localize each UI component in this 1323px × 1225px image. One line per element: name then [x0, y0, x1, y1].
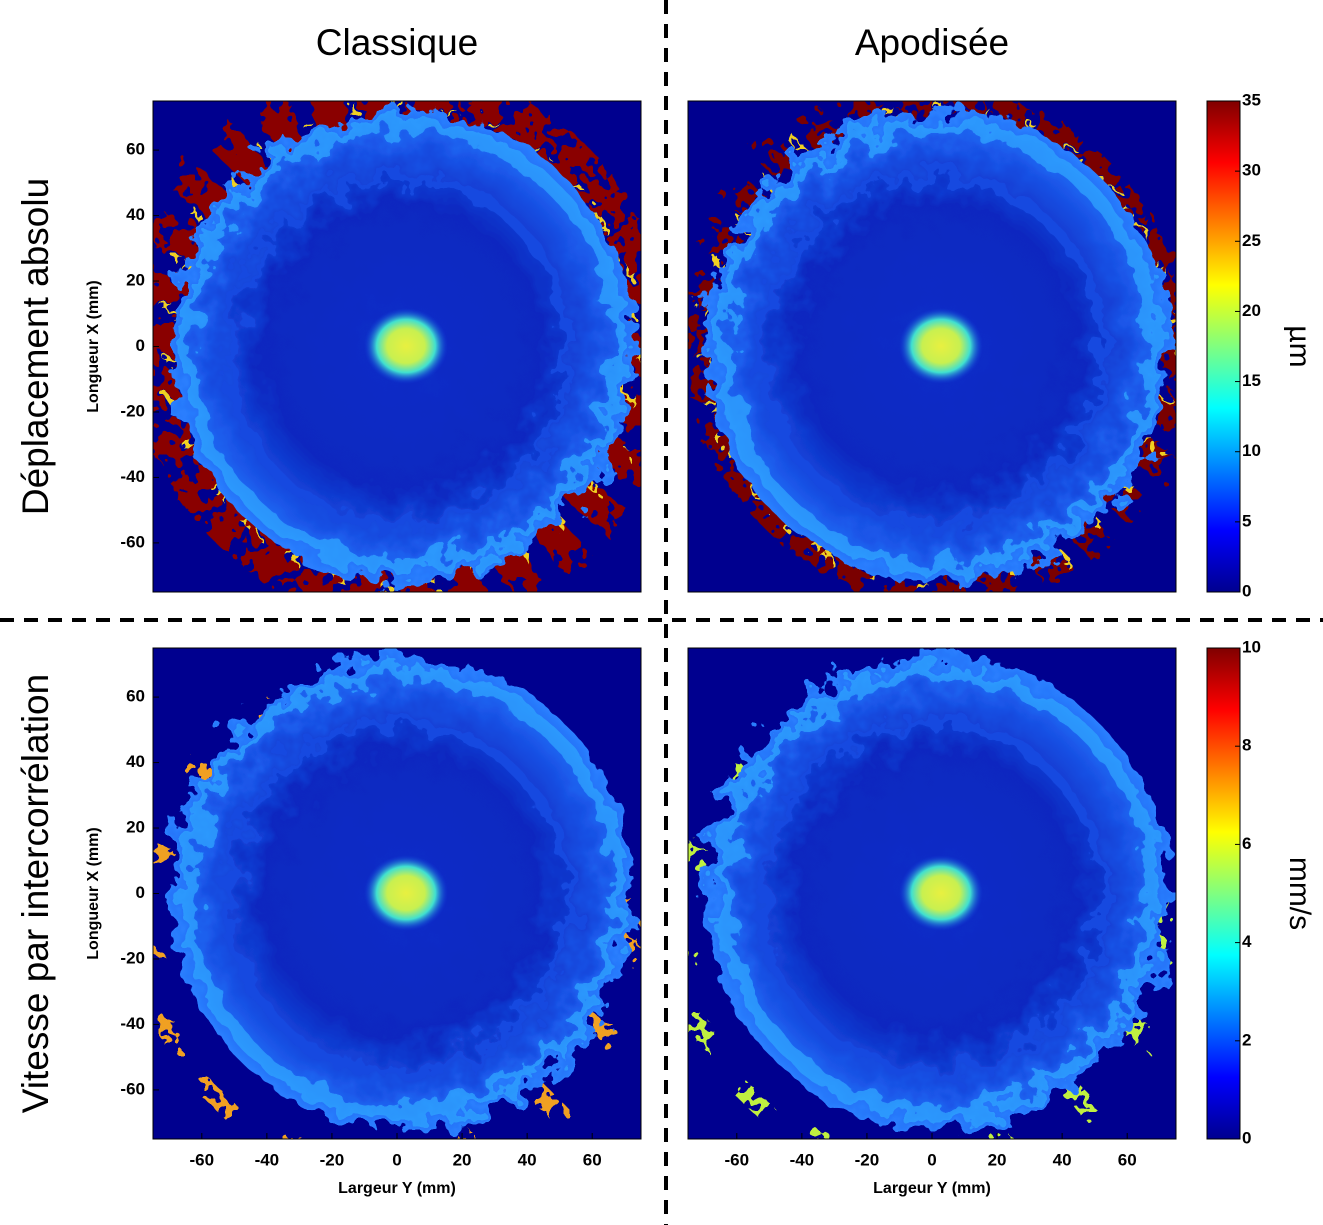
x-axis-label: Largeur Y (mm) [873, 1180, 991, 1197]
heatmap-inner-ring [223, 171, 573, 531]
y-tick-label: -40 [120, 1014, 145, 1033]
y-tick-label: 60 [126, 140, 145, 159]
plot-frame [687, 100, 1177, 593]
x-tick-label: -20 [320, 1150, 345, 1169]
column-title: Apodisée [855, 22, 1009, 63]
heatmap-inner-ring [758, 718, 1108, 1078]
colorbar [1206, 647, 1241, 1140]
heatmap-image [688, 648, 1176, 1139]
heatmap-ring [716, 119, 1160, 573]
y-tick-label: -40 [120, 467, 145, 486]
colorbar-label: µm [1283, 325, 1316, 367]
colorbar-tick-label: 6 [1242, 834, 1251, 853]
colorbar-tick-label: 15 [1242, 371, 1261, 390]
colorbar-tick-label: 8 [1242, 736, 1251, 755]
y-tick-label: -60 [120, 532, 145, 551]
colorbar-tick-label: 0 [1242, 581, 1251, 600]
colorbar-tick-label: 0 [1242, 1128, 1251, 1147]
heatmap-hot-rim [153, 101, 641, 592]
colorbar-tick-label: 10 [1242, 441, 1261, 460]
x-tick-label: 0 [927, 1150, 936, 1169]
x-tick-label: 0 [392, 1150, 401, 1169]
colorbar-tick-label: 2 [1242, 1030, 1251, 1049]
y-tick-label: -20 [120, 948, 145, 967]
heatmap-image [153, 101, 641, 592]
y-tick-label: 0 [136, 336, 145, 355]
heatmap-inner-ring [223, 718, 573, 1078]
heatmap-ring [716, 666, 1160, 1120]
heatmap-center-spot [899, 308, 983, 384]
y-tick-label: 40 [126, 205, 145, 224]
x-tick-label: -20 [855, 1150, 880, 1169]
y-tick-label: 40 [126, 752, 145, 771]
colorbar [1206, 100, 1241, 593]
colorbar-tick-label: 35 [1242, 90, 1261, 109]
x-tick-label: 20 [453, 1150, 472, 1169]
x-tick-label: 40 [518, 1150, 537, 1169]
x-tick-label: 40 [1053, 1150, 1072, 1169]
row-label: Vitesse par intercorrélation [15, 674, 56, 1113]
heatmap-center-spot [364, 308, 448, 384]
x-tick-label: -40 [255, 1150, 280, 1169]
colorbar-tick-label: 25 [1242, 231, 1261, 250]
y-axis-label: Longueur X (mm) [85, 827, 102, 959]
heatmap-inner-ring [758, 171, 1108, 531]
heatmap-center-spot [899, 855, 983, 931]
x-tick-label: -60 [190, 1150, 215, 1169]
colorbar-tick-label: 30 [1242, 161, 1261, 180]
x-tick-label: 60 [1118, 1150, 1137, 1169]
y-axis-label: Longueur X (mm) [85, 280, 102, 412]
colorbar-label: mm/s [1283, 857, 1316, 930]
colorbar-tick-label: 5 [1242, 511, 1251, 530]
heatmap-image [153, 648, 641, 1139]
row-label: Déplacement absolu [15, 178, 56, 515]
y-tick-label: 0 [136, 883, 145, 902]
heatmap-ring [181, 119, 625, 573]
y-tick-label: 60 [126, 687, 145, 706]
heatmap-center-spot [364, 855, 448, 931]
colorbar-tick-label: 4 [1242, 932, 1252, 951]
colorbar-tick-label: 10 [1242, 637, 1261, 656]
heatmap-image [688, 101, 1176, 592]
colorbar-tick-label: 20 [1242, 301, 1261, 320]
heatmap-ring [181, 666, 625, 1120]
y-tick-label: 20 [126, 271, 145, 290]
y-tick-label: -60 [120, 1079, 145, 1098]
heatmap-hot-rim [690, 101, 1176, 592]
x-tick-label: -60 [725, 1150, 750, 1169]
x-tick-label: -40 [790, 1150, 815, 1169]
y-tick-label: -20 [120, 401, 145, 420]
x-axis-label: Largeur Y (mm) [338, 1180, 456, 1197]
column-title: Classique [316, 22, 478, 63]
y-tick-label: 20 [126, 818, 145, 837]
x-tick-label: 60 [583, 1150, 602, 1169]
x-tick-label: 20 [988, 1150, 1007, 1169]
